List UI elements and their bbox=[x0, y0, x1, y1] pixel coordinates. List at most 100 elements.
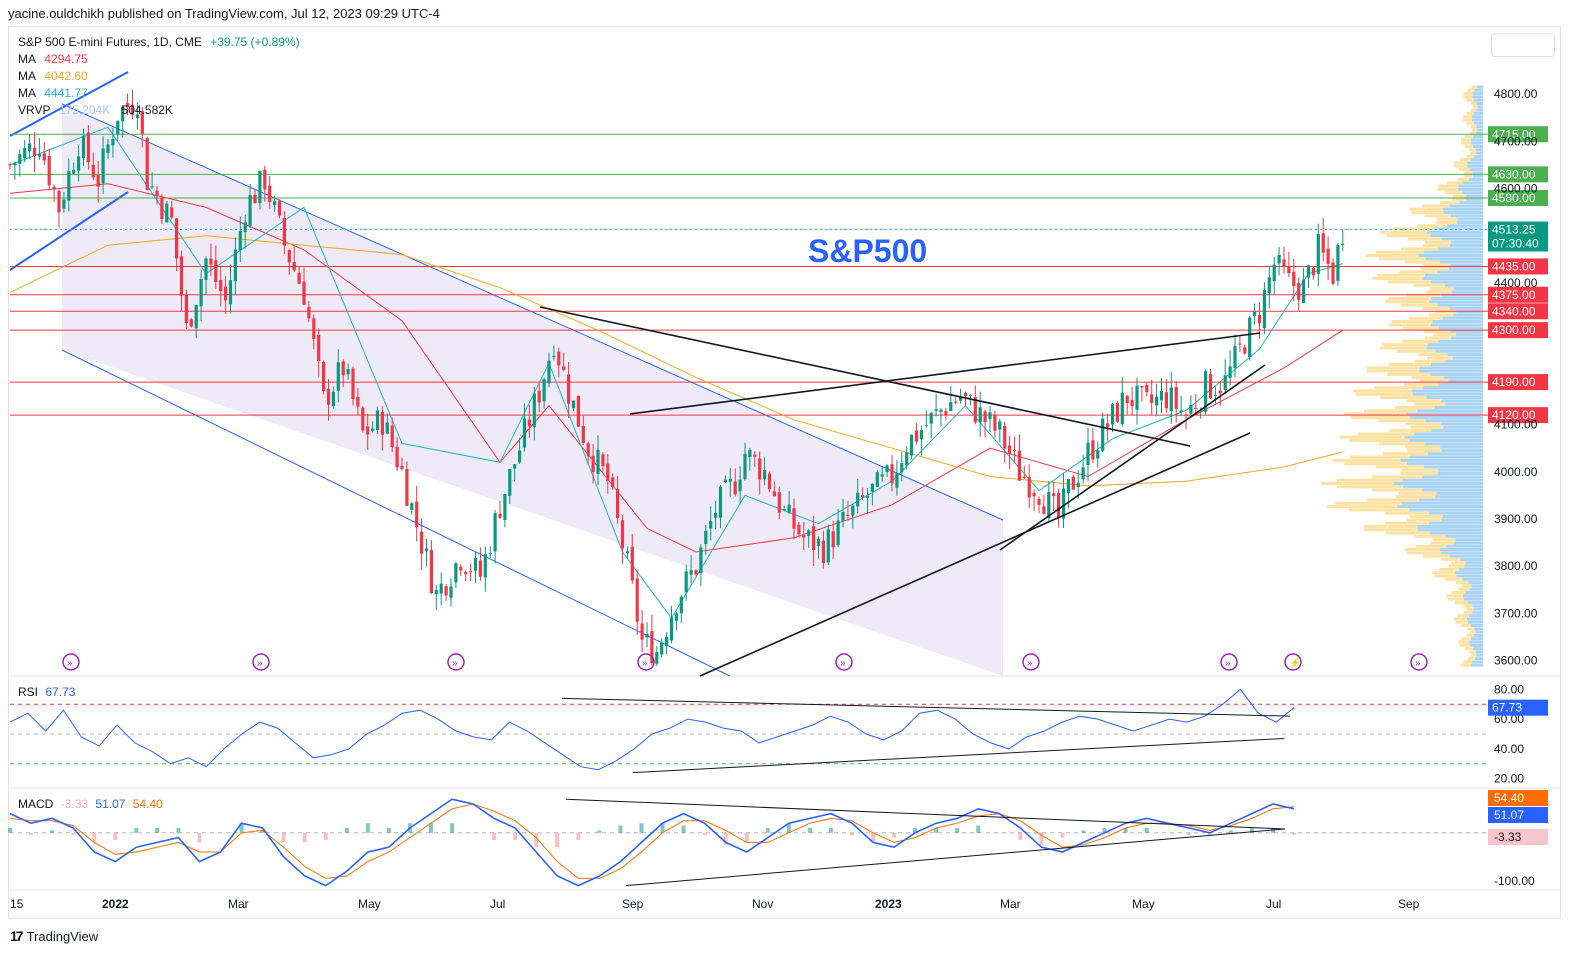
volume-profile-bar bbox=[1363, 409, 1418, 413]
candle-body bbox=[870, 483, 874, 492]
macd-histogram-bar bbox=[344, 828, 349, 833]
candle-body bbox=[1057, 492, 1061, 518]
event-glyph-icon: » bbox=[1415, 658, 1421, 669]
legend-vrvp[interactable]: VRVP 175.204K 504.582K bbox=[18, 102, 173, 119]
candle-body bbox=[620, 520, 625, 549]
volume-profile-bar bbox=[1451, 561, 1466, 565]
volume-profile-bar bbox=[1404, 445, 1441, 449]
candle-body bbox=[968, 394, 972, 396]
macd-value-tag bbox=[1488, 829, 1548, 845]
volume-profile-bar bbox=[1461, 191, 1483, 195]
volume-profile-bar bbox=[1470, 663, 1483, 667]
candle-body bbox=[331, 391, 335, 407]
candle-body bbox=[224, 286, 228, 301]
volume-profile-bar bbox=[1425, 442, 1483, 446]
volume-profile-bar bbox=[1469, 168, 1483, 172]
volume-profile-bar bbox=[1452, 194, 1467, 198]
candle-body bbox=[777, 492, 781, 513]
volume-profile-bar bbox=[1444, 402, 1483, 406]
level-tag bbox=[1488, 407, 1548, 424]
volume-profile-bar bbox=[1401, 501, 1483, 505]
event-glyph-icon: » bbox=[67, 658, 73, 669]
candle-body bbox=[1169, 387, 1173, 412]
macd-histogram-bar bbox=[239, 823, 244, 833]
volume-profile-bar bbox=[1477, 128, 1483, 132]
volume-profile-bar bbox=[1452, 197, 1467, 201]
legend-ma2[interactable]: MA 4042.60 bbox=[18, 68, 88, 85]
volume-profile-bar bbox=[1464, 564, 1483, 568]
candle-body bbox=[1238, 343, 1242, 345]
candle-body bbox=[674, 613, 678, 621]
legend-symbol-row: S&P 500 E-mini Futures, 1D, CME +39.75 (… bbox=[18, 34, 300, 51]
candle-body bbox=[591, 455, 595, 472]
candle-body bbox=[47, 155, 51, 186]
symbol-title[interactable]: S&P 500 E-mini Futures, 1D, CME bbox=[18, 35, 202, 49]
candle-body bbox=[586, 443, 590, 457]
rsi-legend[interactable]: RSI 67.73 bbox=[18, 685, 75, 699]
ma2-label: MA bbox=[18, 69, 36, 83]
volume-profile-bar bbox=[1463, 597, 1483, 601]
candle-body bbox=[8, 164, 12, 166]
volume-profile-bar bbox=[1352, 389, 1412, 393]
volume-profile-bar bbox=[1430, 234, 1483, 238]
candle-body bbox=[944, 411, 948, 415]
candle-body bbox=[199, 279, 203, 307]
volume-profile-bar bbox=[1337, 485, 1403, 489]
volume-profile-bar bbox=[1415, 544, 1447, 548]
volume-profile-bar bbox=[1469, 587, 1483, 591]
level-label: 4190.00 bbox=[1492, 375, 1536, 389]
volume-profile-bar bbox=[1420, 267, 1449, 271]
volume-profile-bar bbox=[1469, 614, 1483, 618]
candle-body bbox=[704, 530, 708, 544]
candle-body bbox=[312, 318, 316, 340]
candle-body bbox=[963, 392, 968, 397]
time-axis-label: Nov bbox=[752, 897, 773, 911]
volume-profile-bar bbox=[1476, 108, 1483, 112]
candle-body bbox=[557, 351, 561, 366]
legend-ma1[interactable]: MA 4294.75 bbox=[18, 51, 88, 68]
candle-body bbox=[542, 379, 546, 402]
chart-control-button[interactable] bbox=[1491, 33, 1555, 57]
ma2-value: 4042.60 bbox=[44, 69, 88, 83]
volume-profile-bar bbox=[1466, 617, 1483, 621]
volume-profile-bar bbox=[1366, 369, 1420, 373]
candle-body bbox=[77, 156, 81, 171]
volume-profile-bar bbox=[1451, 290, 1483, 294]
candle-body bbox=[1096, 450, 1100, 459]
volume-profile-bar bbox=[1469, 131, 1476, 135]
volume-profile-bar bbox=[1443, 425, 1483, 429]
candle-body bbox=[493, 513, 497, 552]
candle-body bbox=[454, 563, 458, 583]
volume-profile-bar bbox=[1441, 237, 1483, 241]
volume-profile-bar bbox=[1385, 511, 1430, 515]
candle-body bbox=[537, 390, 541, 403]
candle-body bbox=[282, 218, 286, 246]
volume-profile-bar bbox=[1407, 551, 1442, 555]
volume-profile-bar bbox=[1374, 386, 1424, 390]
volume-profile-bar bbox=[1467, 164, 1483, 168]
candle-body bbox=[905, 452, 909, 466]
volume-profile-bar bbox=[1409, 316, 1443, 320]
event-glyph-icon: » bbox=[840, 658, 846, 669]
price-tick-label: 3900.00 bbox=[1494, 512, 1538, 526]
macd-histogram-bar bbox=[618, 825, 623, 833]
volume-profile-bar bbox=[1366, 498, 1420, 502]
candle-body bbox=[228, 280, 233, 305]
macd-legend[interactable]: MACD -3.33 51.07 54.40 bbox=[18, 797, 163, 811]
volume-profile-bar bbox=[1422, 277, 1483, 281]
candle-body bbox=[464, 572, 468, 575]
candle-body bbox=[910, 434, 914, 456]
volume-profile-bar bbox=[1475, 630, 1483, 634]
candle-body bbox=[1194, 407, 1198, 409]
volume-profile-bar bbox=[1463, 171, 1473, 175]
candle-body bbox=[233, 249, 237, 282]
volume-profile-bar bbox=[1439, 326, 1483, 330]
volume-profile-bar bbox=[1405, 422, 1441, 426]
volume-profile-bar bbox=[1425, 419, 1483, 423]
legend-ma3[interactable]: MA 4441.77 bbox=[18, 85, 88, 102]
volume-profile-bar bbox=[1409, 207, 1443, 211]
macd-histogram-bar bbox=[71, 832, 76, 836]
candle-body bbox=[1184, 415, 1188, 417]
channel-small-upper bbox=[9, 71, 129, 137]
